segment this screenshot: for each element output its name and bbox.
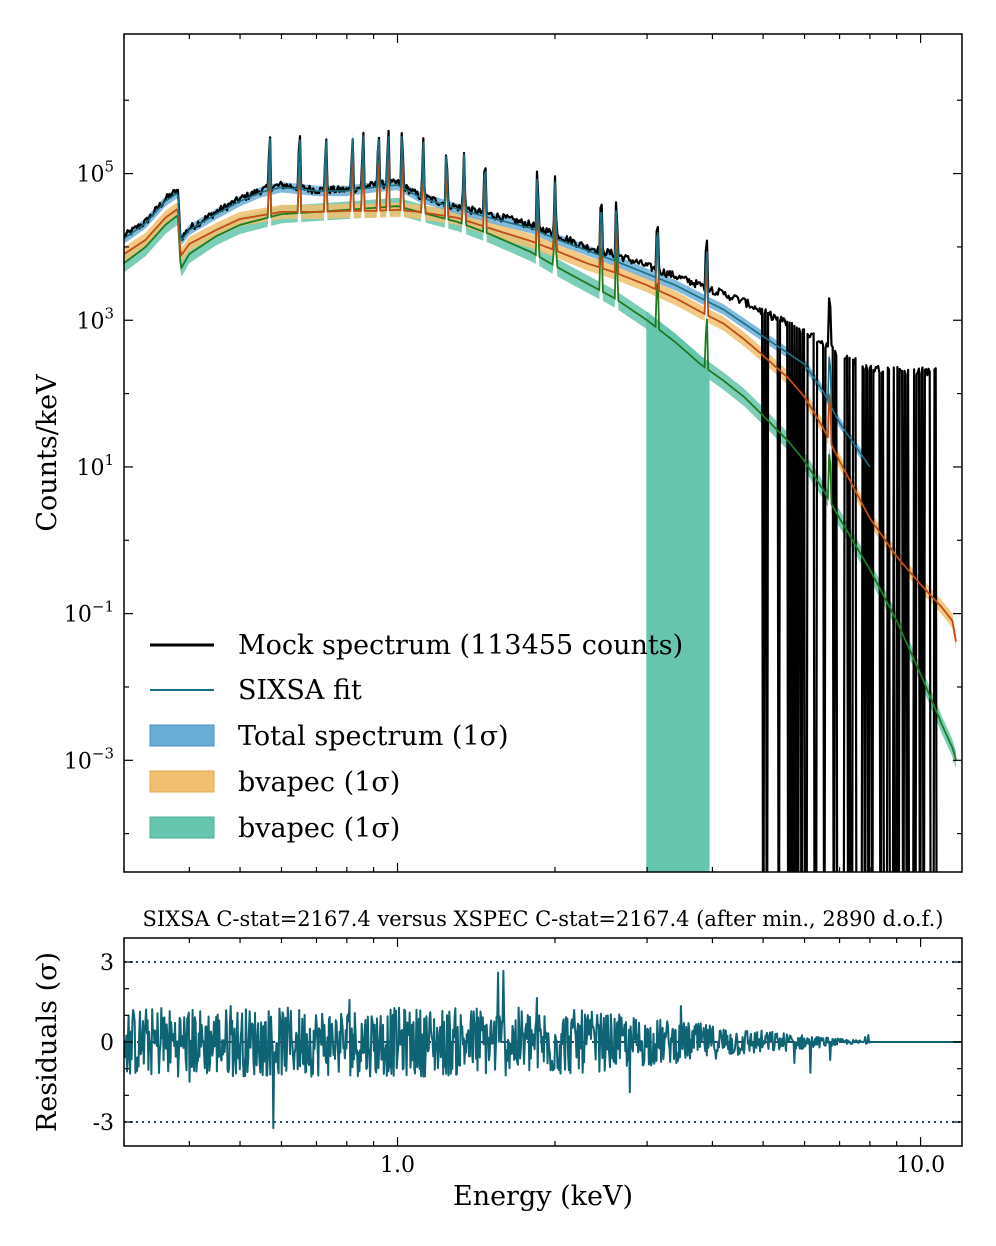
residuals-panel: SIXSA C-stat=2167.4 versus XSPEC C-stat=… <box>32 907 963 1212</box>
legend-label-mock-spectrum: Mock spectrum (113455 counts) <box>238 630 683 661</box>
legend-label-bvapec-2: bvapec (1σ) <box>238 813 400 844</box>
series-sixsa-fit <box>124 135 871 468</box>
series-bvapec-2 <box>124 155 957 760</box>
main-ticks <box>123 34 962 872</box>
res-y-tick-label: 3 <box>100 951 114 976</box>
res-y-tick-label: -3 <box>93 1111 114 1136</box>
x-tick-labels: 1.0 10.0 <box>380 1153 945 1178</box>
band-bvapec-1 <box>124 149 956 649</box>
band-bvapec-2-dropouts <box>646 311 710 872</box>
x-axis-label: Energy (keV) <box>453 1181 633 1212</box>
residual-series <box>124 969 962 1130</box>
y-tick-label: 10−1 <box>64 598 114 628</box>
series-bvapec-1 <box>124 156 957 642</box>
spectrum-series <box>124 129 957 872</box>
residuals-y-axis-label: Residuals (σ) <box>32 952 63 1132</box>
legend-label-bvapec-1: bvapec (1σ) <box>238 767 400 798</box>
legend-label-sixsa-fit: SIXSA fit <box>238 675 362 706</box>
y-tick-label: 105 <box>76 158 114 188</box>
residuals-y-tick-labels: 3 0 -3 <box>93 951 114 1136</box>
residuals-ticks <box>123 938 962 1146</box>
y-tick-label: 101 <box>76 451 114 481</box>
uncertainty-bands <box>124 130 956 872</box>
legend-swatch-bvapec-1 <box>149 770 215 793</box>
y-tick-label: 10−3 <box>64 744 114 774</box>
x-tick-label: 1.0 <box>380 1153 415 1178</box>
y-tick-label: 103 <box>76 304 114 334</box>
legend-label-total-spectrum: Total spectrum (1σ) <box>238 721 509 752</box>
legend: Mock spectrum (113455 counts) SIXSA fit … <box>149 630 683 844</box>
res-y-tick-label: 0 <box>100 1031 114 1056</box>
main-y-tick-labels: 105 103 101 10−1 10−3 <box>64 158 114 775</box>
residuals-title: SIXSA C-stat=2167.4 versus XSPEC C-stat=… <box>143 907 944 931</box>
series-residuals <box>124 969 962 1130</box>
spectrum-panel: 105 103 101 10−1 10−3 Counts/keV Mock spectr… <box>32 33 963 873</box>
main-plot-frame <box>123 33 963 873</box>
legend-swatch-bvapec-2 <box>149 816 215 839</box>
series-mock-spectrum <box>124 129 938 872</box>
x-tick-label: 10.0 <box>896 1153 945 1178</box>
main-y-axis-label: Counts/keV <box>32 374 63 532</box>
legend-swatch-total-spectrum <box>149 724 215 747</box>
band-total-spectrum <box>124 130 870 472</box>
